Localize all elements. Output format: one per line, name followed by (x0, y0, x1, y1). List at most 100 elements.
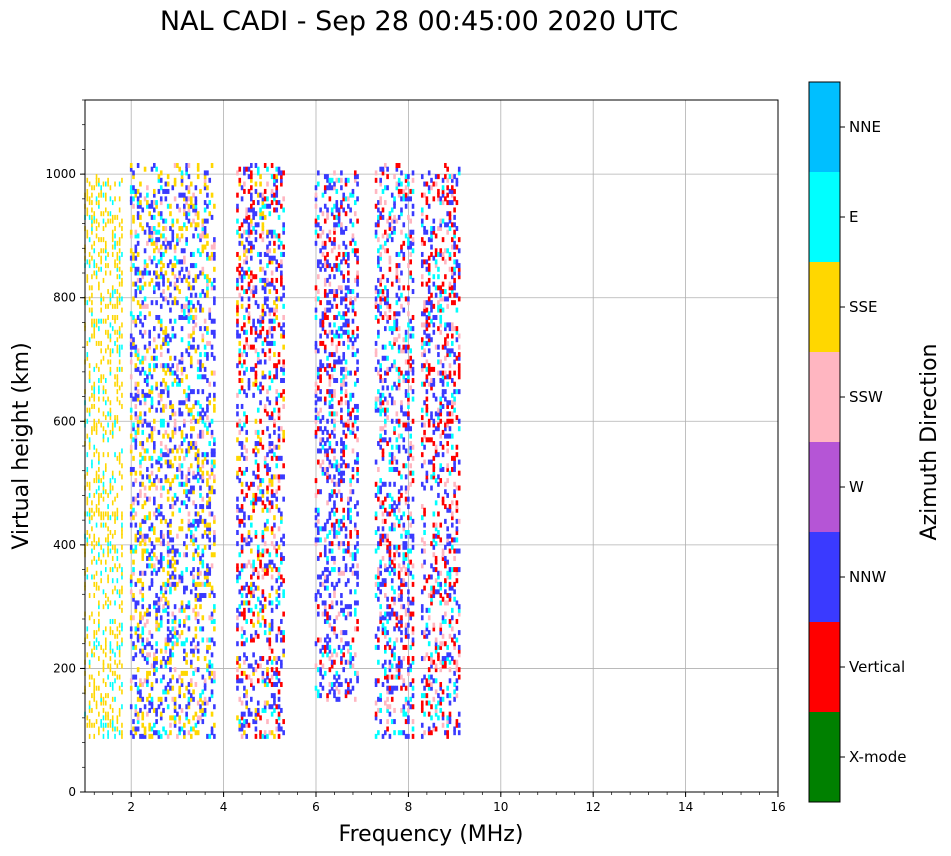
data-point (384, 667, 387, 673)
data-point (347, 263, 350, 269)
data-point (187, 196, 191, 202)
data-point (314, 429, 318, 435)
data-point (104, 644, 107, 650)
data-point (411, 229, 415, 235)
data-point (335, 207, 339, 213)
data-point (390, 281, 394, 287)
data-point (356, 378, 359, 384)
data-point (185, 615, 188, 621)
data-point (136, 285, 140, 291)
data-point (407, 411, 410, 417)
data-point (268, 400, 272, 406)
data-point (247, 663, 251, 669)
data-point (243, 496, 246, 502)
data-point (95, 181, 98, 187)
data-point (314, 596, 318, 602)
data-point (104, 626, 107, 632)
data-point (397, 251, 401, 257)
data-point (153, 496, 156, 502)
data-point (236, 530, 239, 535)
data-point (261, 604, 265, 610)
data-point (247, 530, 251, 535)
data-point (203, 530, 207, 535)
data-point (395, 274, 399, 280)
data-point (245, 637, 248, 643)
data-point (134, 470, 138, 476)
data-point (129, 359, 133, 365)
data-point (254, 452, 258, 458)
data-point (337, 340, 341, 346)
data-point (347, 463, 350, 469)
data-point (176, 237, 179, 243)
data-point (245, 437, 248, 443)
data-point (280, 366, 283, 372)
data-point (171, 411, 175, 417)
data-point (196, 174, 200, 180)
data-point (91, 541, 93, 547)
data-point (86, 277, 89, 283)
data-point (196, 248, 200, 254)
data-point (335, 314, 339, 320)
data-point (203, 570, 207, 576)
data-point (150, 548, 154, 554)
data-point (247, 378, 251, 384)
data-point (314, 433, 318, 439)
data-point (261, 314, 265, 320)
data-point (420, 441, 424, 447)
data-point (330, 522, 334, 528)
data-point (374, 300, 378, 306)
data-point (169, 366, 172, 372)
data-point (347, 277, 350, 283)
data-point (210, 429, 214, 435)
data-point (321, 685, 325, 691)
data-point (409, 548, 413, 554)
data-point (153, 511, 156, 517)
data-point (111, 719, 114, 725)
data-point (196, 719, 200, 725)
data-point (420, 366, 424, 372)
data-point (409, 667, 413, 673)
data-point (178, 481, 182, 487)
data-point (134, 581, 138, 587)
data-point (111, 618, 114, 624)
data-point (194, 593, 198, 599)
data-point (157, 567, 161, 573)
data-point (356, 403, 359, 409)
data-point (173, 244, 177, 250)
data-point (381, 581, 385, 587)
data-point (88, 263, 91, 269)
data-point (273, 311, 276, 317)
data-point (356, 470, 359, 476)
data-point (326, 555, 329, 561)
data-point (159, 552, 163, 558)
data-point (400, 170, 403, 176)
data-point (337, 326, 341, 332)
data-point (254, 274, 258, 280)
data-point (114, 563, 116, 569)
data-point (344, 581, 348, 587)
data-point (208, 674, 212, 680)
data-point (270, 667, 274, 673)
data-point (393, 455, 396, 461)
data-point (342, 555, 346, 561)
data-point (150, 233, 154, 239)
data-point (256, 570, 260, 576)
data-point (173, 274, 177, 280)
data-point (98, 396, 100, 402)
data-point (141, 322, 145, 328)
data-point (384, 296, 387, 302)
data-point (240, 470, 244, 476)
data-point (393, 555, 396, 561)
data-point (134, 681, 138, 687)
data-point (335, 518, 339, 524)
data-point (423, 329, 426, 335)
data-point (104, 196, 107, 202)
data-point (252, 652, 255, 658)
data-point (381, 626, 385, 632)
data-point (397, 444, 401, 450)
data-point (111, 500, 114, 506)
data-point (95, 644, 98, 650)
data-point (136, 500, 140, 506)
data-point (240, 641, 244, 647)
data-point (206, 481, 209, 487)
